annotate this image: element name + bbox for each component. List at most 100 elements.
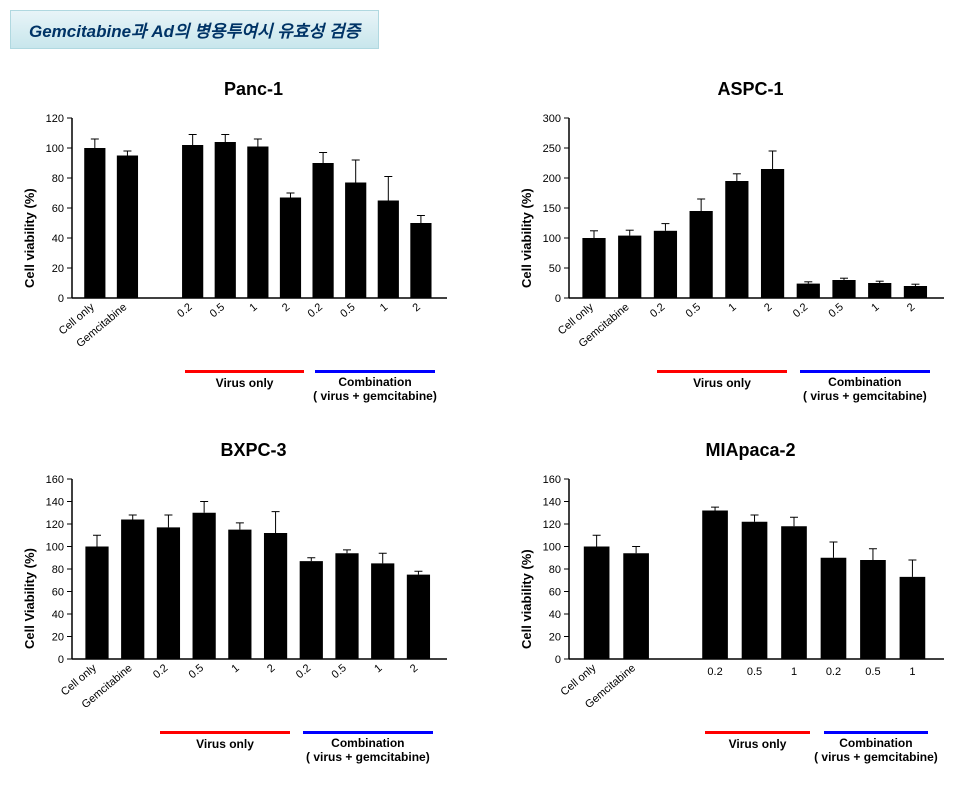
x-tick-label: 0.2 bbox=[826, 666, 841, 678]
bar bbox=[117, 156, 138, 299]
y-tick-label: 100 bbox=[46, 542, 64, 554]
x-tick-label: 0.2 bbox=[294, 662, 313, 681]
bar bbox=[860, 560, 886, 659]
virus-group-label: Virus only bbox=[657, 376, 787, 390]
bar bbox=[868, 283, 891, 298]
bar bbox=[228, 530, 251, 659]
y-tick-label: 20 bbox=[52, 263, 64, 275]
combo-group-label: Combination ( virus + gemcitabine) bbox=[305, 376, 444, 404]
x-tick-label: 0.5 bbox=[329, 662, 348, 681]
y-tick-label: 80 bbox=[52, 564, 64, 576]
x-tick-label: 1 bbox=[247, 301, 259, 314]
bar bbox=[85, 547, 108, 660]
panel-panc1: Panc-1Cell viability (%)020406080100120C… bbox=[20, 79, 487, 410]
bar bbox=[84, 148, 105, 298]
y-tick-label: 60 bbox=[52, 587, 64, 599]
x-tick-label: 1 bbox=[372, 662, 384, 675]
bar bbox=[582, 238, 605, 298]
bar bbox=[623, 553, 649, 659]
x-tick-label: 1 bbox=[726, 301, 738, 314]
y-tick-label: 50 bbox=[549, 263, 561, 275]
y-tick-label: 0 bbox=[555, 654, 561, 666]
bar-chart: 020406080100120140160Cell onlyGemcitabin… bbox=[534, 469, 954, 729]
bar bbox=[761, 169, 784, 298]
x-tick-label: 0.2 bbox=[707, 666, 722, 678]
y-tick-label: 40 bbox=[52, 609, 64, 621]
bar bbox=[407, 575, 430, 659]
y-tick-label: 20 bbox=[549, 632, 561, 644]
y-axis-label: Cell viability (%) bbox=[517, 108, 534, 368]
bar bbox=[654, 231, 677, 298]
bar-chart: 020406080100120140160Cell onlyGemcitabin… bbox=[37, 469, 457, 729]
y-tick-label: 150 bbox=[543, 203, 561, 215]
x-tick-label: 1 bbox=[229, 662, 241, 675]
bar bbox=[182, 145, 203, 298]
combo-group-line bbox=[800, 370, 930, 373]
bar bbox=[378, 201, 399, 299]
bar bbox=[618, 236, 641, 298]
virus-group-line bbox=[705, 731, 810, 734]
panel-miapaca2: MIApaca-2Cell viability (%)0204060801001… bbox=[517, 440, 957, 771]
y-tick-label: 0 bbox=[58, 293, 64, 305]
panel-bxpc3: BXPC-3Cell Viability (%)0204060801001201… bbox=[20, 440, 487, 771]
chart-title: ASPC-1 bbox=[517, 79, 957, 100]
x-tick-label: 0.5 bbox=[684, 301, 703, 320]
bar-chart: 020406080100120Cell onlyGemcitabine0.20.… bbox=[37, 108, 457, 368]
y-tick-label: 160 bbox=[543, 474, 561, 486]
y-tick-label: 80 bbox=[549, 564, 561, 576]
x-tick-label: 1 bbox=[869, 301, 881, 314]
x-tick-label: 0.5 bbox=[747, 666, 762, 678]
x-tick-label: 0.5 bbox=[865, 666, 880, 678]
x-tick-label: 1 bbox=[791, 666, 797, 678]
virus-group-line bbox=[657, 370, 787, 373]
bar-chart: 050100150200250300Cell onlyGemcitabine0.… bbox=[534, 108, 954, 368]
chart-title: Panc-1 bbox=[20, 79, 487, 100]
y-tick-label: 100 bbox=[543, 542, 561, 554]
y-tick-label: 60 bbox=[52, 203, 64, 215]
bar bbox=[247, 147, 268, 299]
virus-group-label: Virus only bbox=[705, 737, 810, 751]
combo-group-label: Combination ( virus + gemcitabine) bbox=[790, 376, 940, 404]
y-axis-label: Cell viability (%) bbox=[517, 469, 534, 729]
virus-group-line bbox=[160, 731, 290, 734]
combo-group-line bbox=[315, 370, 434, 373]
bar bbox=[742, 522, 768, 659]
virus-group-line bbox=[185, 370, 304, 373]
y-tick-label: 140 bbox=[46, 497, 64, 509]
y-axis-label: Cell viability (%) bbox=[20, 108, 37, 368]
x-tick-label: 1 bbox=[909, 666, 915, 678]
y-tick-label: 60 bbox=[549, 587, 561, 599]
bar bbox=[690, 211, 713, 298]
y-tick-label: 160 bbox=[46, 474, 64, 486]
y-tick-label: 0 bbox=[58, 654, 64, 666]
bar bbox=[280, 198, 301, 299]
x-tick-label: 2 bbox=[408, 662, 420, 675]
chart-title: MIApaca-2 bbox=[517, 440, 957, 461]
y-tick-label: 100 bbox=[46, 143, 64, 155]
panel-aspc1: ASPC-1Cell viability (%)0501001502002503… bbox=[517, 79, 957, 410]
bar bbox=[345, 183, 366, 299]
bar bbox=[584, 547, 610, 660]
y-tick-label: 250 bbox=[543, 143, 561, 155]
bar bbox=[832, 280, 855, 298]
bar bbox=[821, 558, 847, 659]
x-tick-label: 0.2 bbox=[648, 301, 667, 320]
x-tick-label: 0.2 bbox=[791, 301, 810, 320]
bar bbox=[157, 527, 180, 659]
bar bbox=[121, 520, 144, 660]
x-tick-label: 0.2 bbox=[306, 301, 325, 320]
virus-group-label: Virus only bbox=[160, 737, 290, 751]
x-tick-label: 1 bbox=[378, 301, 390, 314]
bar bbox=[781, 526, 807, 659]
y-tick-label: 140 bbox=[543, 497, 561, 509]
x-tick-label: 0.2 bbox=[175, 301, 194, 320]
x-tick-label: 2 bbox=[410, 301, 422, 314]
combo-group-line bbox=[303, 731, 433, 734]
chart-title: BXPC-3 bbox=[20, 440, 487, 461]
combo-group-line bbox=[824, 731, 929, 734]
bar bbox=[900, 577, 926, 659]
x-tick-label: 0.5 bbox=[338, 301, 357, 320]
y-axis-label: Cell Viability (%) bbox=[20, 469, 37, 729]
y-tick-label: 100 bbox=[543, 233, 561, 245]
x-tick-label: 0.2 bbox=[151, 662, 170, 681]
